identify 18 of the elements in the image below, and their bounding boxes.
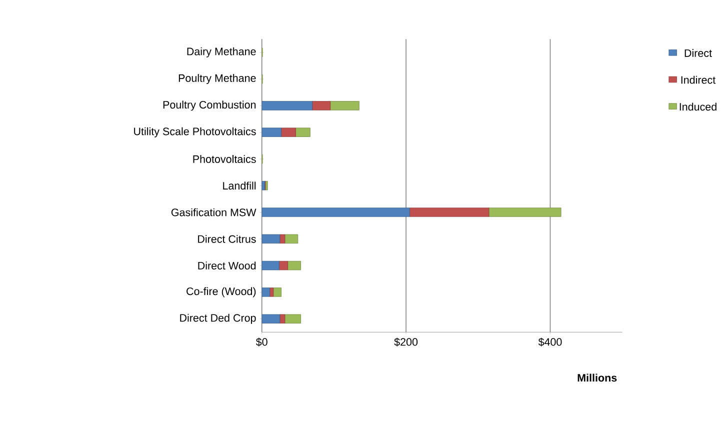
y-tick-label: Poultry Combustion bbox=[163, 100, 256, 111]
y-tick-label: Dairy Methane bbox=[187, 47, 256, 58]
y-tick-label: Direct Citrus bbox=[198, 234, 256, 243]
y-tick-label: Direct Ded Crop bbox=[180, 314, 256, 324]
legend-label: Indirect bbox=[681, 76, 716, 84]
x-tick-label: $200 bbox=[394, 338, 418, 346]
y-tick-label: Co-fire (Wood) bbox=[186, 287, 256, 298]
y-tick-label: Landfill bbox=[223, 182, 256, 190]
y-tick-label: Utility Scale Photovoltaics bbox=[134, 127, 256, 138]
x-tick-label: $0 bbox=[256, 338, 268, 346]
legend-label: Direct bbox=[684, 49, 712, 57]
y-tick-label: Poultry Methane bbox=[178, 74, 256, 84]
y-tick-label: Photovoltaics bbox=[193, 155, 256, 163]
legend-label: Induced bbox=[680, 102, 716, 111]
y-tick-label: Gasification MSW bbox=[171, 208, 256, 216]
x-tick-label: $400 bbox=[538, 338, 562, 346]
y-tick-label: Direct Wood bbox=[198, 262, 256, 270]
x-axis-title: Millions bbox=[578, 374, 617, 382]
